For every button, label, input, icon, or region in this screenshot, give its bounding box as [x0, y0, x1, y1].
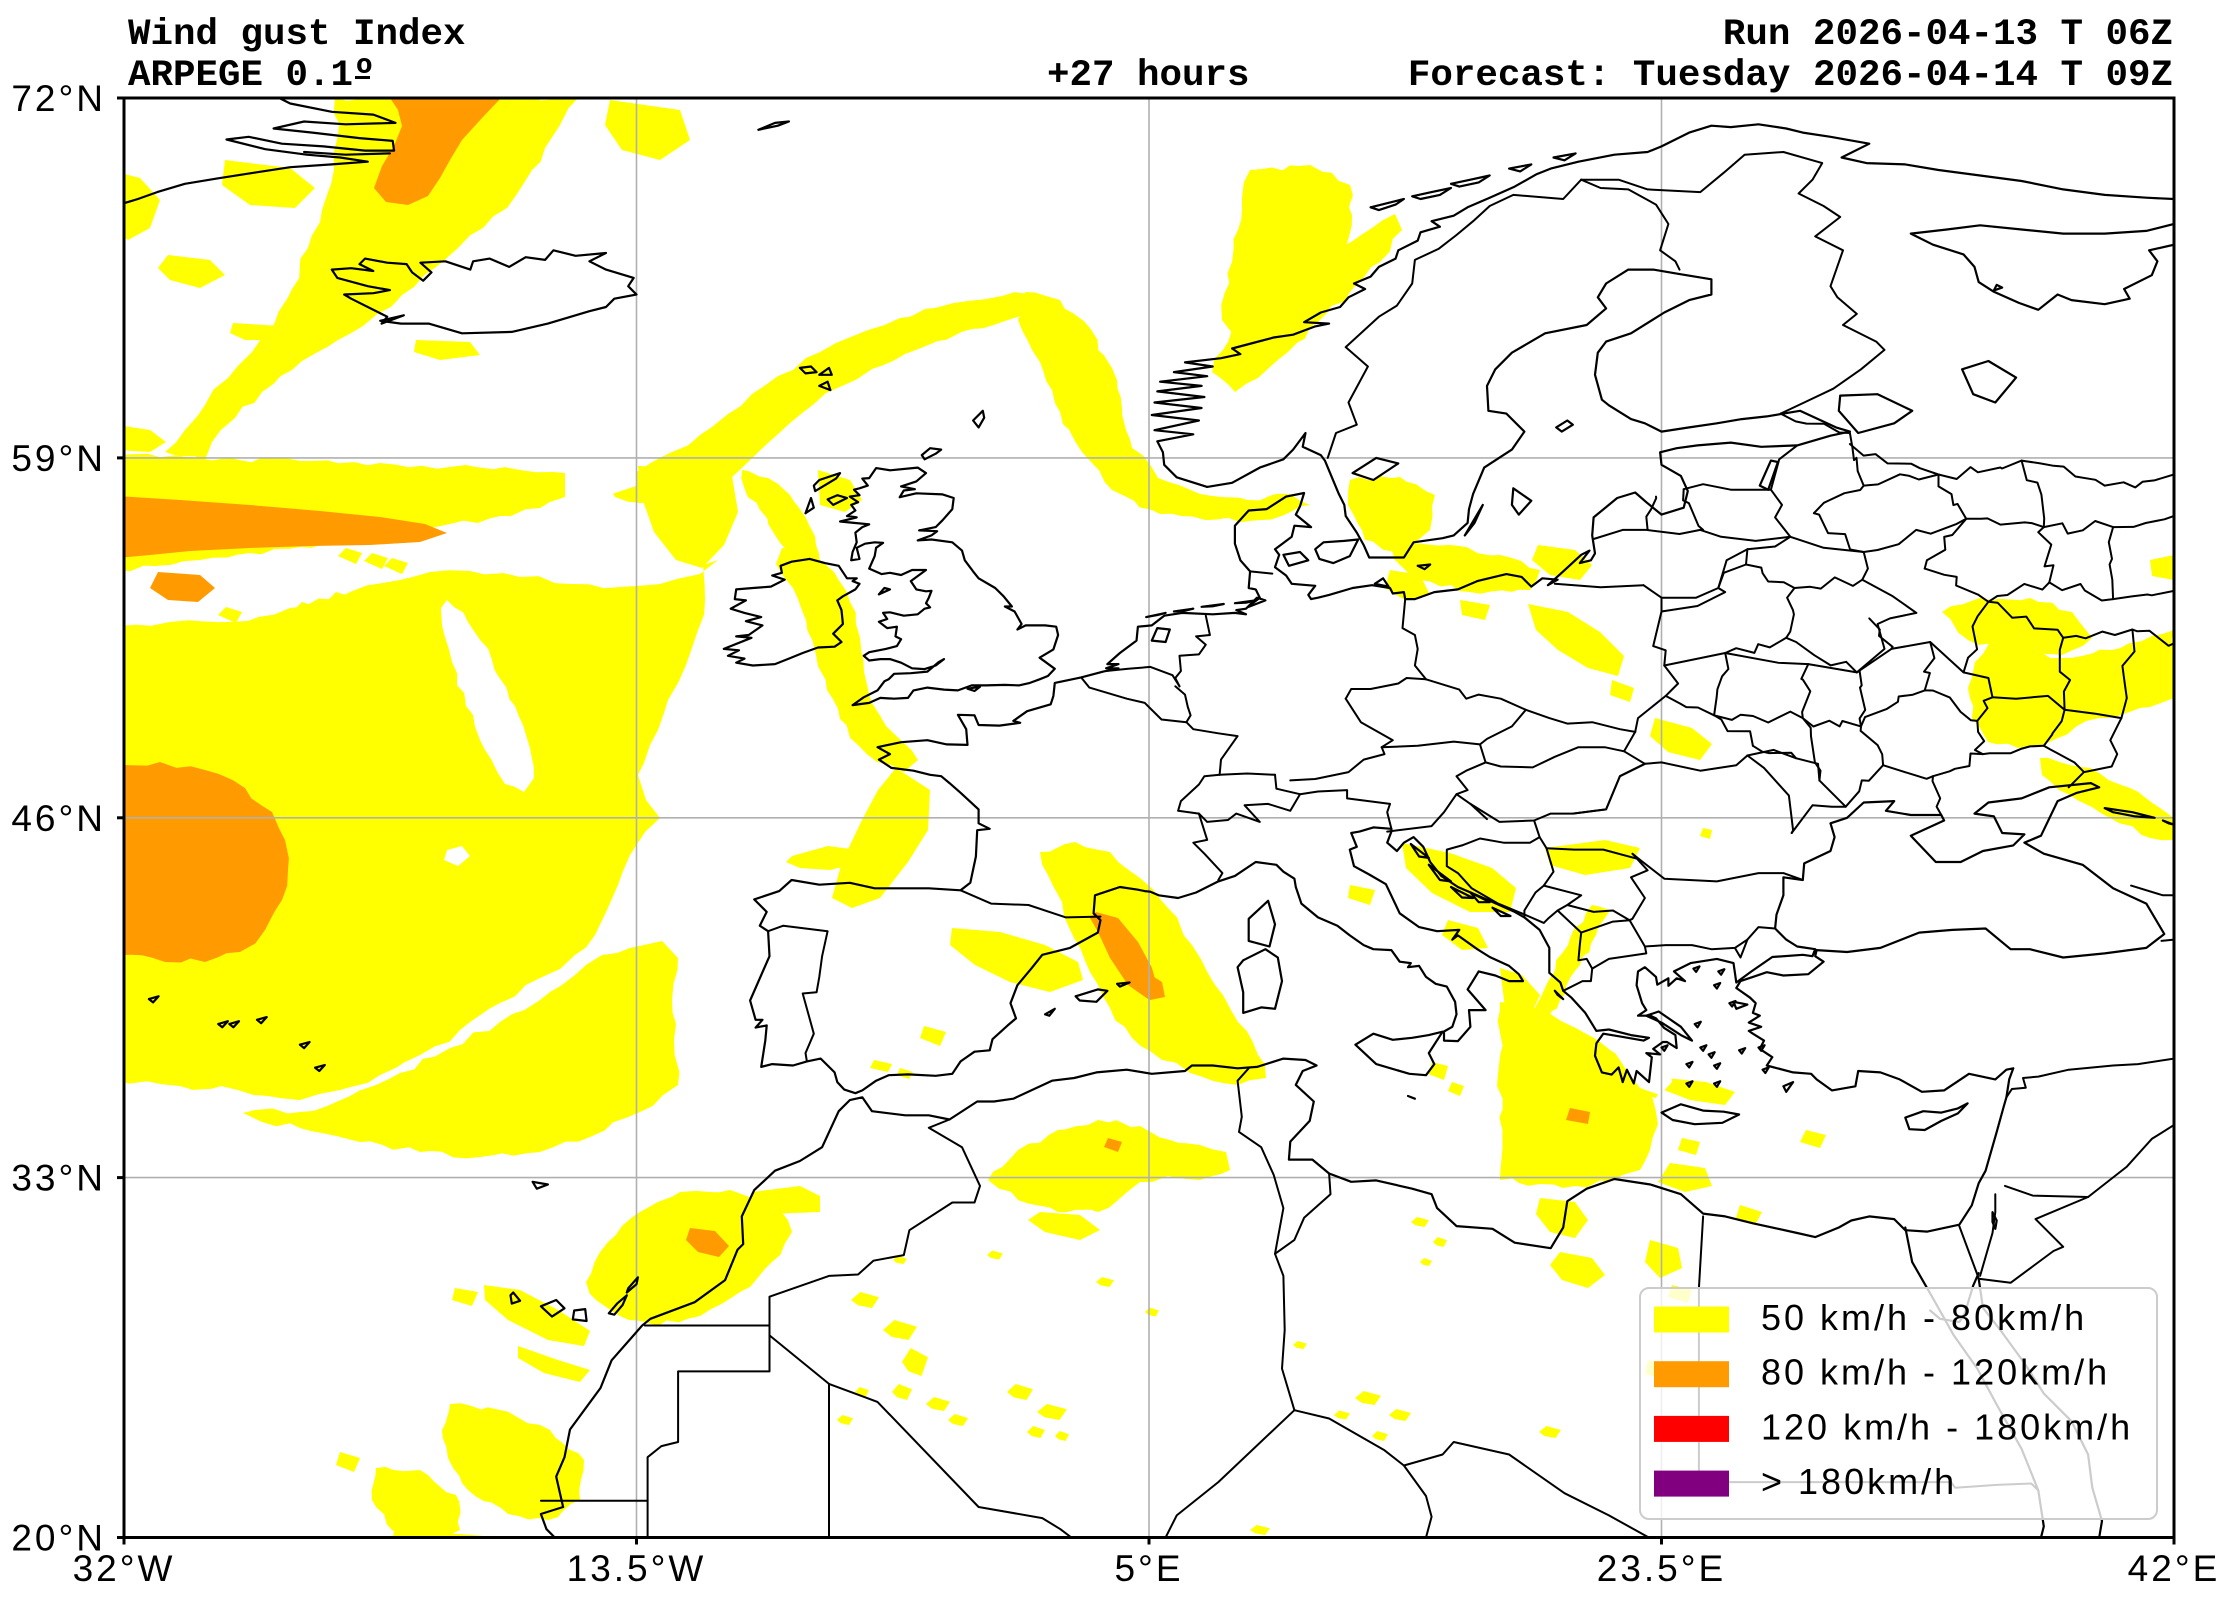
svg-text:+27 hours: +27 hours — [1047, 55, 1250, 97]
svg-text:59°N: 59°N — [11, 438, 106, 479]
svg-text:13.5°W: 13.5°W — [567, 1548, 707, 1589]
svg-text:42°E: 42°E — [2128, 1548, 2221, 1589]
svg-text:23.5°E: 23.5°E — [1597, 1548, 1727, 1589]
svg-text:120 km/h - 180km/h: 120 km/h - 180km/h — [1761, 1406, 2133, 1447]
svg-text:33°N: 33°N — [11, 1158, 106, 1199]
svg-text:> 180km/h: > 180km/h — [1761, 1461, 1957, 1502]
svg-text:Wind gust Index: Wind gust Index — [128, 14, 466, 56]
svg-text:80 km/h - 120km/h: 80 km/h - 120km/h — [1761, 1352, 2110, 1393]
svg-text:Run 2026-04-13 T 06Z: Run 2026-04-13 T 06Z — [1723, 14, 2173, 56]
svg-text:Forecast: Tuesday 2026-04-14 T: Forecast: Tuesday 2026-04-14 T 09Z — [1408, 55, 2173, 97]
svg-text:20°N: 20°N — [11, 1518, 106, 1559]
svg-text:5°E: 5°E — [1114, 1548, 1183, 1589]
svg-text:32°W: 32°W — [73, 1548, 176, 1589]
svg-text:50 km/h - 80km/h: 50 km/h - 80km/h — [1761, 1297, 2087, 1338]
svg-text:ARPEGE 0.1º: ARPEGE 0.1º — [128, 55, 376, 97]
svg-text:72°N: 72°N — [11, 78, 106, 119]
svg-text:46°N: 46°N — [11, 798, 106, 839]
